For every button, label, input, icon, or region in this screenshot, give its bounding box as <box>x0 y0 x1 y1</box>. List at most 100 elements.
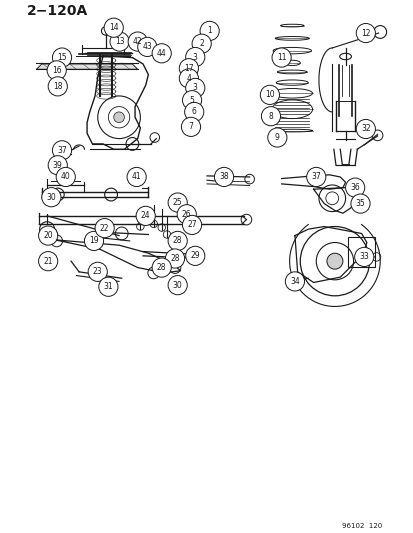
Text: 17: 17 <box>184 64 193 72</box>
Text: 10: 10 <box>264 91 274 99</box>
Text: 38: 38 <box>219 173 228 181</box>
Circle shape <box>56 167 75 187</box>
Circle shape <box>38 252 58 271</box>
Circle shape <box>104 18 123 37</box>
Circle shape <box>48 156 67 175</box>
Text: 6: 6 <box>191 108 196 116</box>
Circle shape <box>271 48 290 67</box>
Text: 3: 3 <box>192 84 197 92</box>
Text: 42: 42 <box>133 37 142 46</box>
Text: 23: 23 <box>93 268 102 276</box>
Text: 4: 4 <box>186 74 191 83</box>
Text: 15: 15 <box>57 53 66 62</box>
Text: 25: 25 <box>173 198 182 207</box>
Text: 29: 29 <box>190 252 199 260</box>
Text: 19: 19 <box>89 237 99 245</box>
Text: 34: 34 <box>290 277 299 286</box>
Text: 14: 14 <box>109 23 118 32</box>
Text: 1: 1 <box>207 27 211 35</box>
Text: 13: 13 <box>114 37 124 46</box>
Circle shape <box>48 77 67 96</box>
Text: 41: 41 <box>131 173 141 181</box>
Text: 18: 18 <box>53 82 62 91</box>
Text: 40: 40 <box>61 173 71 181</box>
Text: 30: 30 <box>46 193 56 201</box>
Circle shape <box>95 219 114 238</box>
Text: 26: 26 <box>181 210 191 219</box>
Circle shape <box>355 23 375 43</box>
Polygon shape <box>36 64 138 69</box>
Circle shape <box>182 215 201 235</box>
Circle shape <box>354 247 373 266</box>
Text: 43: 43 <box>142 43 152 51</box>
Circle shape <box>185 47 204 67</box>
Circle shape <box>38 226 58 245</box>
Circle shape <box>177 205 196 224</box>
Text: 3: 3 <box>192 53 197 61</box>
Circle shape <box>260 85 279 104</box>
Text: 39: 39 <box>53 161 62 169</box>
Circle shape <box>52 48 71 67</box>
Circle shape <box>42 188 61 207</box>
Text: 7: 7 <box>188 123 193 131</box>
Circle shape <box>306 167 325 187</box>
Text: 31: 31 <box>103 282 113 291</box>
Circle shape <box>199 21 219 41</box>
Text: 12: 12 <box>360 29 370 37</box>
Text: 5: 5 <box>189 96 194 104</box>
Circle shape <box>355 119 375 139</box>
Circle shape <box>184 102 203 122</box>
Circle shape <box>192 34 211 53</box>
Circle shape <box>181 117 200 136</box>
Text: 8: 8 <box>268 112 273 120</box>
Text: 30: 30 <box>172 281 182 289</box>
Text: 96102  120: 96102 120 <box>341 523 381 529</box>
Circle shape <box>179 59 198 78</box>
Circle shape <box>214 167 233 187</box>
Circle shape <box>345 178 364 197</box>
Circle shape <box>165 249 184 268</box>
Circle shape <box>267 128 286 147</box>
Text: 28: 28 <box>170 254 179 263</box>
Text: 37: 37 <box>311 173 320 181</box>
Circle shape <box>88 262 107 281</box>
Circle shape <box>350 194 369 213</box>
Text: 28: 28 <box>173 237 182 245</box>
Circle shape <box>136 206 155 225</box>
Text: 9: 9 <box>274 133 279 142</box>
Text: 37: 37 <box>57 146 67 155</box>
Circle shape <box>101 27 110 35</box>
Circle shape <box>127 167 146 187</box>
Circle shape <box>99 277 118 296</box>
Circle shape <box>168 193 187 212</box>
Text: 11: 11 <box>276 53 286 62</box>
Circle shape <box>261 107 280 126</box>
Circle shape <box>152 258 171 277</box>
Circle shape <box>138 37 157 56</box>
Circle shape <box>158 224 165 231</box>
Text: 36: 36 <box>349 183 359 192</box>
Circle shape <box>84 231 103 251</box>
Circle shape <box>136 223 144 230</box>
Text: 27: 27 <box>187 221 197 229</box>
Text: 2−120A: 2−120A <box>27 4 88 18</box>
Circle shape <box>163 231 170 238</box>
Circle shape <box>152 44 171 63</box>
Text: 20: 20 <box>43 231 53 240</box>
Circle shape <box>179 69 198 88</box>
Text: 24: 24 <box>140 212 150 220</box>
Text: 22: 22 <box>100 224 109 232</box>
Text: 44: 44 <box>157 49 166 58</box>
Circle shape <box>182 91 201 110</box>
Circle shape <box>168 231 187 251</box>
Text: 21: 21 <box>43 257 53 265</box>
Text: 2: 2 <box>199 39 204 48</box>
Circle shape <box>52 141 71 160</box>
Circle shape <box>47 61 66 80</box>
Text: 32: 32 <box>360 125 370 133</box>
Text: 35: 35 <box>355 199 365 208</box>
Circle shape <box>285 272 304 291</box>
Circle shape <box>185 246 204 265</box>
Circle shape <box>110 32 129 51</box>
Circle shape <box>326 253 342 269</box>
